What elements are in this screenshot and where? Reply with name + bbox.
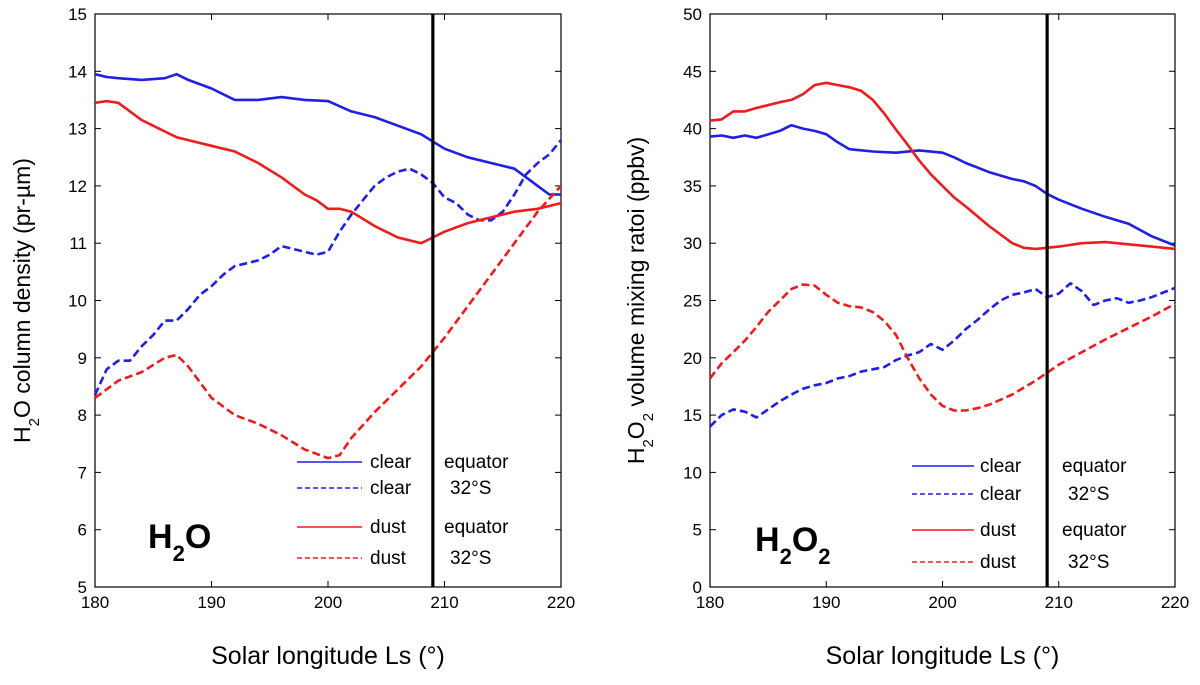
legend-label: dust bbox=[370, 517, 407, 538]
series-dust-equator-line bbox=[709, 81, 1176, 251]
legend-label: clear bbox=[980, 484, 1022, 505]
y-tick-label: 10 bbox=[68, 292, 87, 311]
y-tick-label: 50 bbox=[683, 5, 702, 24]
legend-location: 32°S bbox=[450, 478, 491, 499]
y-tick-label: 7 bbox=[78, 463, 87, 482]
y-tick-label: 25 bbox=[683, 292, 702, 311]
y-tick-label: 11 bbox=[69, 234, 87, 253]
y-tick-label: 30 bbox=[683, 234, 702, 253]
y-tick-label: 9 bbox=[78, 349, 87, 368]
y-tick-label: 14 bbox=[68, 62, 87, 81]
legend-location: equator bbox=[1062, 520, 1127, 541]
legend-label: dust bbox=[980, 520, 1017, 541]
series-clear-equator-line bbox=[709, 123, 1176, 247]
y-tick-label: 35 bbox=[683, 177, 702, 196]
x-tick-label: 200 bbox=[314, 593, 342, 612]
y-tick-label: 20 bbox=[683, 349, 702, 368]
legend-label: clear bbox=[370, 478, 412, 499]
legend-label: dust bbox=[370, 548, 407, 569]
x-tick-label: 190 bbox=[812, 593, 840, 612]
y-tick-label: 40 bbox=[683, 120, 702, 139]
h2o2-mixing-ratio-panel: 180 190 200 210 220 0 5 10 15 20 25 30 35 40 45 50 clear… bbox=[623, 5, 1189, 670]
x-tick-label: 190 bbox=[197, 593, 225, 612]
x-tick-label: 180 bbox=[696, 593, 724, 612]
series-clear-32s-line bbox=[93, 139, 563, 396]
series-dust-32s-line bbox=[94, 185, 562, 460]
series-dust-equator-line bbox=[94, 99, 562, 245]
h2o-column-density-panel: 180 190 200 210 220 5 6 7 8 9 10 11 12 13 14 15 clear equ… bbox=[9, 5, 575, 670]
molecule-label: H2O2 bbox=[755, 521, 831, 569]
x-tick-label: 210 bbox=[1045, 593, 1073, 612]
y-tick-label: 13 bbox=[68, 120, 87, 139]
x-tick-label: 180 bbox=[81, 593, 109, 612]
y-tick-label: 10 bbox=[683, 463, 702, 482]
series-dust-32s-line bbox=[708, 283, 1176, 412]
legend-label: clear bbox=[980, 456, 1022, 477]
molecule-label: H2O bbox=[148, 518, 211, 566]
y-tick-label: 8 bbox=[78, 406, 87, 425]
y-tick-label: 6 bbox=[78, 521, 87, 540]
x-tick-label: 220 bbox=[547, 593, 575, 612]
series-clear-equator-line bbox=[94, 72, 561, 196]
y-tick-label: 0 bbox=[693, 578, 702, 597]
y-tick-label: 5 bbox=[78, 578, 87, 597]
x-tick-label: 200 bbox=[928, 593, 956, 612]
y-tick-label: 5 bbox=[693, 521, 702, 540]
legend-location: 32°S bbox=[450, 548, 491, 569]
legend-location: equator bbox=[444, 452, 509, 473]
legend-label: dust bbox=[980, 552, 1017, 573]
y-tick-label: 15 bbox=[68, 5, 87, 24]
legend-label: clear bbox=[370, 452, 412, 473]
x-axis-label: Solar longitude Ls (°) bbox=[826, 642, 1060, 670]
x-axis-label: Solar longitude Ls (°) bbox=[211, 642, 445, 670]
legend-location: equator bbox=[444, 517, 509, 538]
y-tick-label: 45 bbox=[683, 62, 702, 81]
legend-location: 32°S bbox=[1068, 484, 1109, 505]
y-axis-label: H2O column density (pr-µm) bbox=[9, 158, 43, 443]
x-tick-label: 220 bbox=[1161, 593, 1189, 612]
y-axis-label: H2O2 volume mixing ratoi (ppbv) bbox=[623, 137, 657, 464]
y-tick-label: 15 bbox=[683, 406, 702, 425]
legend-location: equator bbox=[1062, 456, 1127, 477]
legend-location: 32°S bbox=[1068, 552, 1109, 573]
x-tick-label: 210 bbox=[430, 593, 458, 612]
series-clear-32s-line bbox=[709, 282, 1176, 428]
y-tick-label: 12 bbox=[68, 177, 87, 196]
